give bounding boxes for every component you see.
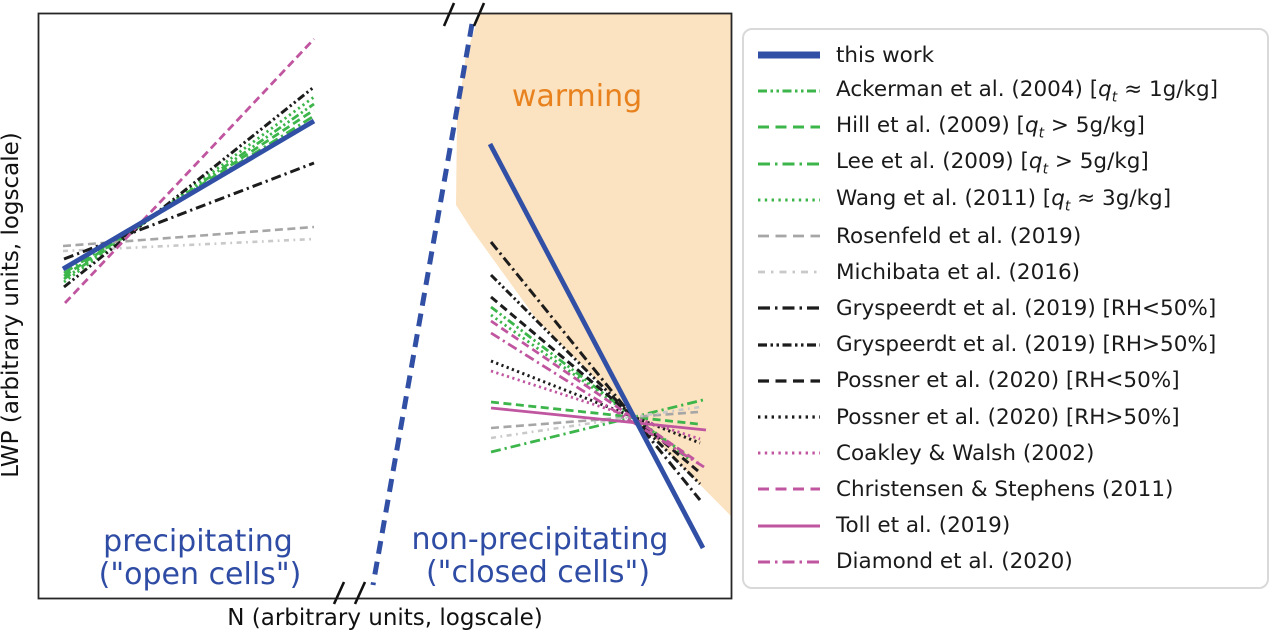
legend-swatch-gryspeerdt-2019-rh-gt-50	[758, 343, 820, 347]
legend-item-michibata-2016: Michibata et al. (2016)	[754, 255, 1257, 289]
plot-border	[37, 12, 733, 600]
series-line-this-work	[487, 142, 706, 550]
legend-item-coakley-walsh-2002: Coakley & Walsh (2002)	[754, 436, 1257, 470]
legend-label-diamond-2020: Diamond et al. (2020)	[836, 549, 1073, 575]
legend-swatch-this-work	[758, 51, 820, 59]
legend-label-rosenfeld-2019: Rosenfeld et al. (2019)	[836, 223, 1082, 249]
legend-item-lee-2009: Lee et al. (2009) [qt > 5g/kg]	[754, 147, 1257, 181]
regime-label-precipitating: precipitating	[103, 524, 293, 559]
series-line-diamond-2020	[490, 331, 705, 469]
series-line-christensen-stephens-2011	[490, 319, 699, 464]
legend-item-toll-2019: Toll et al. (2019)	[754, 509, 1257, 543]
regime-label-closed-cells: ("closed cells")	[426, 555, 650, 590]
legend-swatch-lee-2009	[758, 162, 820, 166]
regime-separator-line	[370, 23, 475, 586]
legend-item-ackerman-2004: Ackerman et al. (2004) [qt ≈ 1g/kg]	[754, 74, 1257, 108]
legend-item-rosenfeld-2019: Rosenfeld et al. (2019)	[754, 219, 1257, 253]
legend-label-christensen-stephens-2011: Christensen & Stephens (2011)	[836, 476, 1174, 502]
legend-label-gryspeerdt-2019-rh-lt-50: Gryspeerdt et al. (2019) [RH<50%]	[836, 295, 1217, 321]
legend-item-possner-2020-rh-lt-50: Possner et al. (2020) [RH<50%]	[754, 364, 1257, 398]
regime-label-open-cells: ("open cells")	[99, 557, 302, 592]
legend-swatch-possner-2020-rh-lt-50	[758, 379, 820, 383]
legend-item-wang-2011: Wang et al. (2011) [qt ≈ 3g/kg]	[754, 183, 1257, 217]
axis-break-marks	[332, 2, 486, 605]
legend-swatch-diamond-2020	[758, 560, 820, 564]
legend-item-christensen-stephens-2011: Christensen & Stephens (2011)	[754, 472, 1257, 506]
series-line-gryspeerdt-2019-rh-gt-50	[63, 85, 315, 289]
legend-item-diamond-2020: Diamond et al. (2020)	[754, 545, 1257, 579]
y-axis-label: LWP (arbitrary units, logscale)	[0, 132, 24, 478]
legend-label-gryspeerdt-2019-rh-gt-50: Gryspeerdt et al. (2019) [RH>50%]	[836, 332, 1217, 358]
series-line-possner-2020-rh-gt-50	[490, 359, 701, 445]
series-line-this-work	[61, 118, 316, 272]
legend-swatch-ackerman-2004	[758, 89, 820, 93]
legend-label-coakley-walsh-2002: Coakley & Walsh (2002)	[836, 440, 1095, 466]
legend-label-possner-2020-rh-lt-50: Possner et al. (2020) [RH<50%]	[836, 368, 1180, 394]
series-line-rosenfeld-2019	[490, 410, 699, 430]
series-line-toll-2019	[490, 406, 707, 432]
legend-label-lee-2009: Lee et al. (2009) [qt > 5g/kg]	[836, 149, 1149, 178]
legend-item-this-work: this work	[754, 38, 1257, 72]
series-line-wang-2011	[63, 95, 315, 284]
x-axis-label: N (arbitrary units, logscale)	[227, 605, 542, 631]
series-line-christensen-stephens-2011	[63, 38, 316, 304]
series-line-lee-2009	[490, 398, 704, 454]
legend-swatch-wang-2011	[758, 198, 820, 202]
legend-label-hill-2009: Hill et al. (2009) [qt > 5g/kg]	[836, 113, 1145, 142]
legend-item-gryspeerdt-2019-rh-gt-50: Gryspeerdt et al. (2019) [RH>50%]	[754, 328, 1257, 362]
legend-swatch-possner-2020-rh-gt-50	[758, 415, 820, 419]
legend-swatch-coakley-walsh-2002	[758, 451, 820, 455]
series-line-michibata-2016	[490, 405, 701, 440]
legend-swatch-michibata-2016	[758, 270, 820, 274]
warming-region	[456, 14, 731, 516]
legend-label-michibata-2016: Michibata et al. (2016)	[836, 259, 1081, 285]
series-line-rosenfeld-2019	[62, 225, 315, 248]
legend: this work Ackerman et al. (2004) [qt ≈ 1g…	[742, 28, 1269, 589]
legend-swatch-christensen-stephens-2011	[758, 487, 820, 491]
series-line-wang-2011	[490, 313, 689, 458]
series-line-hill-2009	[490, 400, 699, 426]
series-line-michibata-2016	[62, 237, 315, 253]
legend-swatch-rosenfeld-2019	[758, 234, 820, 238]
legend-label-toll-2019: Toll et al. (2019)	[836, 513, 1011, 539]
legend-label-wang-2011: Wang et al. (2011) [qt ≈ 3g/kg]	[836, 185, 1172, 214]
warming-label: warming	[512, 79, 642, 114]
series-lines-layer	[61, 38, 707, 550]
legend-label-ackerman-2004: Ackerman et al. (2004) [qt ≈ 1g/kg]	[836, 77, 1219, 106]
legend-label-this-work: this work	[836, 42, 935, 68]
legend-item-possner-2020-rh-gt-50: Possner et al. (2020) [RH>50%]	[754, 400, 1257, 434]
legend-item-gryspeerdt-2019-rh-lt-50: Gryspeerdt et al. (2019) [RH<50%]	[754, 291, 1257, 325]
series-line-gryspeerdt-2019-rh-gt-50	[489, 273, 702, 486]
legend-swatch-hill-2009	[758, 125, 820, 129]
legend-item-hill-2009: Hill et al. (2009) [qt > 5g/kg]	[754, 110, 1257, 144]
plot-area: warming precipitating ("open cells") non…	[0, 2, 733, 631]
regime-label-non-precipitating: non-precipitating	[412, 522, 669, 557]
legend-swatch-gryspeerdt-2019-rh-lt-50	[758, 306, 820, 311]
series-line-gryspeerdt-2019-rh-lt-50	[489, 241, 702, 501]
legend-label-possner-2020-rh-gt-50: Possner et al. (2020) [RH>50%]	[836, 404, 1180, 430]
legend-swatch-toll-2019	[758, 524, 820, 528]
